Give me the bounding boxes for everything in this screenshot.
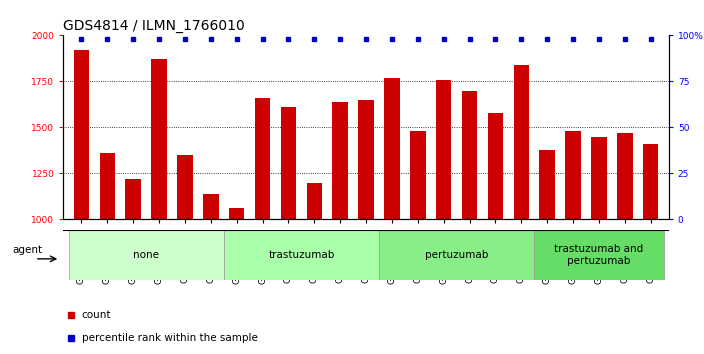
Bar bbox=[224, 230, 379, 280]
Bar bbox=[565, 131, 581, 219]
Bar bbox=[410, 131, 426, 219]
Bar bbox=[151, 59, 167, 219]
Bar bbox=[488, 113, 503, 219]
Text: percentile rank within the sample: percentile rank within the sample bbox=[82, 333, 258, 343]
Bar bbox=[534, 230, 664, 280]
Bar bbox=[513, 65, 529, 219]
Text: GDS4814 / ILMN_1766010: GDS4814 / ILMN_1766010 bbox=[63, 19, 245, 33]
Bar bbox=[384, 78, 400, 219]
Bar bbox=[74, 50, 89, 219]
Bar bbox=[358, 100, 374, 219]
Text: trastuzumab and
pertuzumab: trastuzumab and pertuzumab bbox=[554, 244, 643, 266]
Bar bbox=[539, 149, 555, 219]
Text: trastuzumab: trastuzumab bbox=[268, 250, 334, 260]
Bar bbox=[125, 179, 141, 219]
Bar bbox=[177, 155, 193, 219]
Bar bbox=[99, 153, 115, 219]
Bar bbox=[332, 102, 348, 219]
Bar bbox=[436, 80, 451, 219]
Text: count: count bbox=[82, 310, 111, 320]
Bar bbox=[306, 183, 322, 219]
Bar bbox=[617, 133, 633, 219]
Bar bbox=[281, 107, 296, 219]
Text: agent: agent bbox=[13, 245, 43, 255]
Bar bbox=[203, 194, 219, 219]
Bar bbox=[379, 230, 534, 280]
Bar bbox=[591, 137, 607, 219]
Bar bbox=[462, 91, 477, 219]
Bar bbox=[229, 209, 244, 219]
Text: pertuzumab: pertuzumab bbox=[425, 250, 489, 260]
Bar bbox=[643, 144, 658, 219]
Text: none: none bbox=[133, 250, 159, 260]
Bar bbox=[68, 230, 224, 280]
Bar bbox=[255, 98, 270, 219]
